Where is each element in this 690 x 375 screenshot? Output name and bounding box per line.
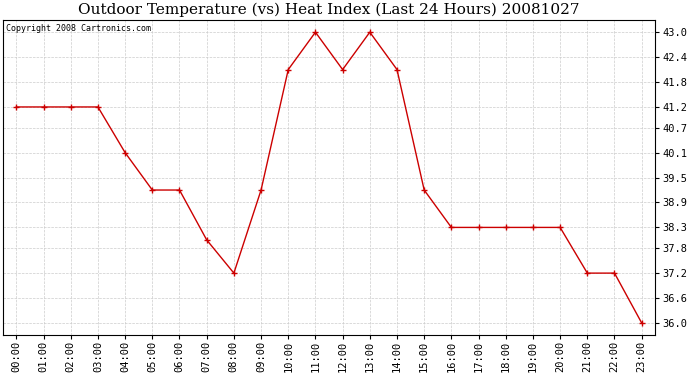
Title: Outdoor Temperature (vs) Heat Index (Last 24 Hours) 20081027: Outdoor Temperature (vs) Heat Index (Las…: [78, 3, 580, 17]
Text: Copyright 2008 Cartronics.com: Copyright 2008 Cartronics.com: [6, 24, 151, 33]
